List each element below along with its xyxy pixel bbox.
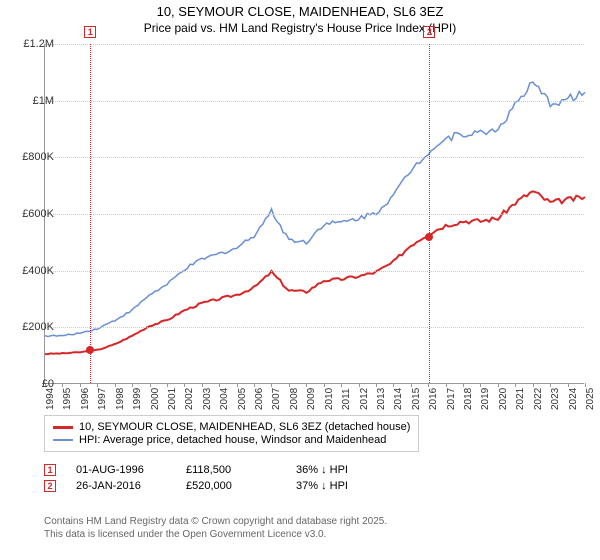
event-table-row: 2 26-JAN-2016 £520,000 37% ↓ HPI bbox=[44, 480, 386, 492]
y-axis-label: £1M bbox=[33, 95, 54, 107]
x-axis-label: 2019 bbox=[480, 388, 491, 410]
x-axis-label: 1994 bbox=[45, 388, 56, 410]
x-axis-label: 1996 bbox=[80, 388, 91, 410]
event-marker: 1 bbox=[84, 26, 96, 38]
legend-label-hpi: HPI: Average price, detached house, Wind… bbox=[79, 434, 386, 446]
x-axis-label: 2014 bbox=[393, 388, 404, 410]
x-axis-label: 2023 bbox=[550, 388, 561, 410]
event-price: £520,000 bbox=[186, 480, 276, 492]
y-axis-label: £0 bbox=[42, 378, 54, 390]
legend: 10, SEYMOUR CLOSE, MAIDENHEAD, SL6 3EZ (… bbox=[44, 415, 419, 452]
legend-swatch-hpi bbox=[53, 439, 73, 441]
x-axis-label: 2000 bbox=[150, 388, 161, 410]
event-price: £118,500 bbox=[186, 464, 276, 476]
footer-line1: Contains HM Land Registry data © Crown c… bbox=[44, 515, 387, 528]
x-axis-label: 2024 bbox=[568, 388, 579, 410]
x-axis-label: 1995 bbox=[62, 388, 73, 410]
event-table: 1 01-AUG-1996 £118,500 36% ↓ HPI 2 26-JAN-201… bbox=[44, 460, 386, 496]
x-axis-label: 2002 bbox=[184, 388, 195, 410]
x-axis-label: 2004 bbox=[219, 388, 230, 410]
legend-row-hpi: HPI: Average price, detached house, Wind… bbox=[53, 434, 410, 446]
event-vline bbox=[429, 44, 430, 383]
y-axis-label: £400K bbox=[22, 265, 54, 277]
x-axis-label: 2020 bbox=[498, 388, 509, 410]
event-date: 26-JAN-2016 bbox=[76, 480, 166, 492]
x-axis-label: 2022 bbox=[533, 388, 544, 410]
event-vline bbox=[90, 44, 91, 383]
series-subject bbox=[45, 191, 585, 354]
footer: Contains HM Land Registry data © Crown c… bbox=[44, 515, 387, 541]
x-axis-label: 2007 bbox=[271, 388, 282, 410]
x-axis-label: 2018 bbox=[463, 388, 474, 410]
event-table-row: 1 01-AUG-1996 £118,500 36% ↓ HPI bbox=[44, 464, 386, 476]
x-axis-label: 1998 bbox=[115, 388, 126, 410]
x-axis-label: 2011 bbox=[341, 388, 352, 410]
chart-title-line1: 10, SEYMOUR CLOSE, MAIDENHEAD, SL6 3EZ bbox=[0, 0, 600, 21]
x-axis-label: 2013 bbox=[376, 388, 387, 410]
y-axis-label: £200K bbox=[22, 321, 54, 333]
x-axis-label: 2015 bbox=[411, 388, 422, 410]
y-axis-label: £800K bbox=[22, 151, 54, 163]
event-table-marker: 1 bbox=[44, 464, 56, 476]
series-hpi bbox=[45, 82, 585, 336]
event-diff: 36% ↓ HPI bbox=[296, 464, 386, 476]
y-axis-label: £1.2M bbox=[23, 38, 54, 50]
x-axis-label: 1997 bbox=[97, 388, 108, 410]
chart-plot-area: 1994199519961997199819992000200120022003… bbox=[44, 44, 584, 384]
y-axis-label: £600K bbox=[22, 208, 54, 220]
event-diff: 37% ↓ HPI bbox=[296, 480, 386, 492]
x-axis-label: 2003 bbox=[202, 388, 213, 410]
legend-label-subject: 10, SEYMOUR CLOSE, MAIDENHEAD, SL6 3EZ (… bbox=[79, 421, 410, 433]
footer-line2: This data is licensed under the Open Gov… bbox=[44, 528, 387, 541]
x-axis-label: 2017 bbox=[446, 388, 457, 410]
x-axis-label: 2005 bbox=[237, 388, 248, 410]
x-axis-label: 2006 bbox=[254, 388, 265, 410]
x-axis-label: 2010 bbox=[324, 388, 335, 410]
event-table-marker: 2 bbox=[44, 480, 56, 492]
event-dot bbox=[425, 233, 433, 241]
x-axis-label: 2012 bbox=[359, 388, 370, 410]
x-axis-label: 2016 bbox=[428, 388, 439, 410]
x-axis-label: 2008 bbox=[289, 388, 300, 410]
legend-row-subject: 10, SEYMOUR CLOSE, MAIDENHEAD, SL6 3EZ (… bbox=[53, 421, 410, 433]
event-marker: 2 bbox=[423, 26, 435, 38]
x-axis-label: 1999 bbox=[132, 388, 143, 410]
x-axis-label: 2009 bbox=[306, 388, 317, 410]
event-date: 01-AUG-1996 bbox=[76, 464, 166, 476]
x-axis-label: 2001 bbox=[167, 388, 178, 410]
event-dot bbox=[86, 346, 94, 354]
x-axis-label: 2021 bbox=[515, 388, 526, 410]
x-axis-label: 2025 bbox=[585, 388, 596, 410]
legend-swatch-subject bbox=[53, 426, 73, 429]
